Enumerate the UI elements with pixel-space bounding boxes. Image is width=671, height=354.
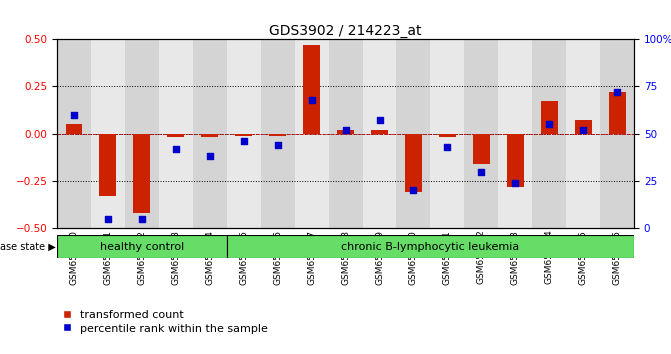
Point — [476, 169, 486, 175]
Bar — [227, 39, 261, 228]
Bar — [507, 133, 524, 187]
Bar — [57, 39, 91, 228]
Point — [136, 216, 147, 222]
Bar — [227, 235, 634, 258]
Title: GDS3902 / 214223_at: GDS3902 / 214223_at — [269, 24, 422, 38]
Point — [170, 146, 181, 152]
Bar — [269, 133, 286, 136]
Bar — [541, 102, 558, 133]
Point — [340, 127, 351, 133]
Bar — [261, 39, 295, 228]
Point — [408, 188, 419, 193]
Bar — [600, 39, 634, 228]
Bar — [464, 39, 499, 228]
Bar — [125, 39, 159, 228]
Point — [578, 127, 588, 133]
Point — [374, 118, 385, 123]
Bar — [91, 39, 125, 228]
Point — [238, 138, 249, 144]
Bar — [405, 133, 422, 192]
Bar — [574, 120, 592, 133]
Bar — [439, 133, 456, 137]
Bar — [499, 39, 532, 228]
Bar — [430, 39, 464, 228]
Point — [544, 121, 555, 127]
Bar — [337, 130, 354, 133]
Bar — [397, 39, 430, 228]
Bar — [134, 133, 150, 213]
Bar — [303, 45, 320, 133]
Text: disease state ▶: disease state ▶ — [0, 242, 55, 252]
Point — [612, 89, 623, 95]
Point — [272, 142, 283, 148]
Bar — [236, 133, 252, 136]
Point — [510, 180, 521, 186]
Bar — [167, 133, 185, 137]
Bar — [57, 235, 227, 258]
Point — [205, 154, 215, 159]
Point — [306, 97, 317, 102]
Point — [68, 112, 79, 118]
Bar — [295, 39, 329, 228]
Bar — [329, 39, 362, 228]
Bar — [201, 133, 218, 137]
Bar — [193, 39, 227, 228]
Bar — [532, 39, 566, 228]
Bar — [371, 130, 388, 133]
Point — [103, 216, 113, 222]
Bar — [66, 124, 83, 133]
Bar — [609, 92, 625, 133]
Text: healthy control: healthy control — [100, 242, 184, 252]
Bar — [99, 133, 117, 196]
Text: chronic B-lymphocytic leukemia: chronic B-lymphocytic leukemia — [342, 242, 519, 252]
Bar — [159, 39, 193, 228]
Bar — [362, 39, 397, 228]
Point — [442, 144, 453, 150]
Bar — [473, 133, 490, 164]
Bar — [566, 39, 600, 228]
Legend: transformed count, percentile rank within the sample: transformed count, percentile rank withi… — [62, 310, 268, 333]
